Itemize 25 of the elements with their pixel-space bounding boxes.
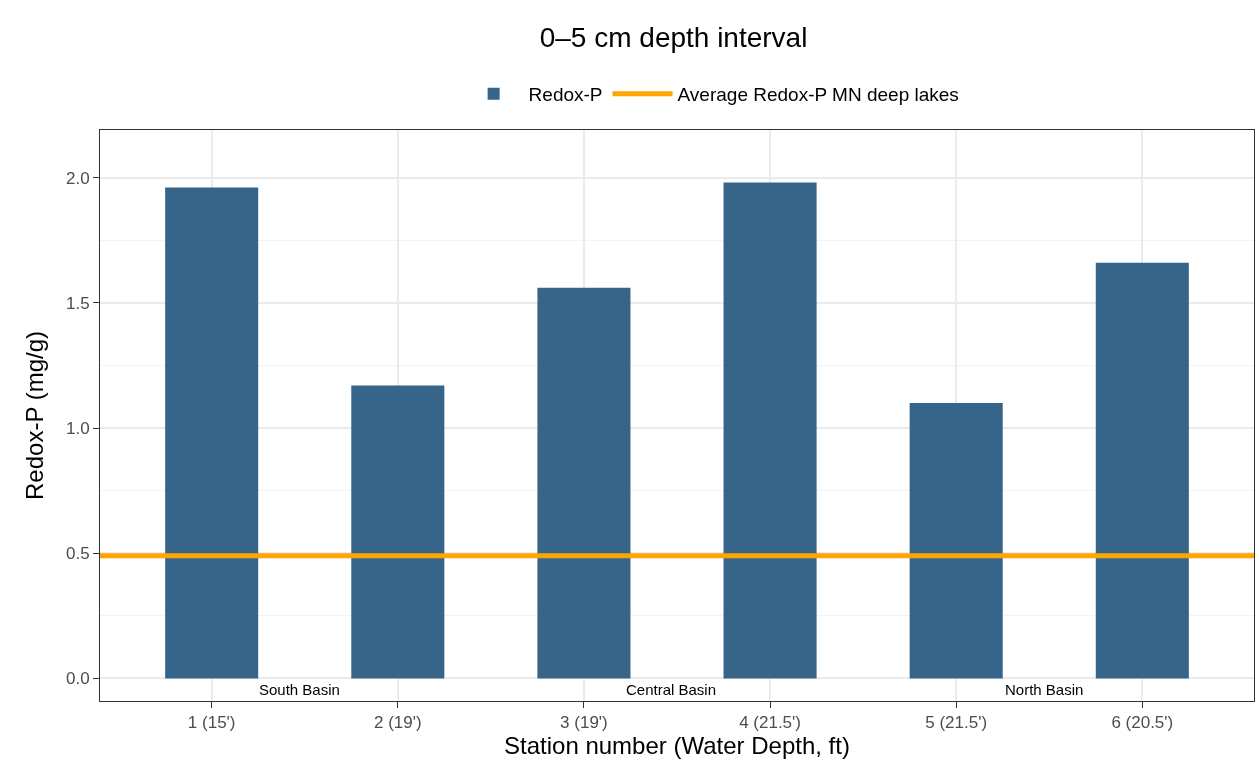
- x-tick-label: 4 (21.5'): [739, 713, 801, 733]
- legend-label: Average Redox-P MN deep lakes: [677, 84, 959, 106]
- bar: [909, 402, 1003, 679]
- x-tick-label: 1 (15'): [187, 713, 236, 733]
- chart-title: 0–5 cm depth interval: [539, 21, 808, 53]
- annotation: North Basin: [1005, 681, 1084, 698]
- x-tick-label: 2 (19'): [373, 713, 422, 733]
- x-axis-title: Station number (Water Depth, ft): [504, 732, 850, 760]
- bar: [537, 287, 631, 679]
- annotation: Central Basin: [626, 681, 717, 698]
- y-tick-label: 0.5: [65, 544, 90, 564]
- y-tick-label: 1.5: [65, 293, 90, 313]
- x-tick-label: 6 (20.5'): [1111, 713, 1174, 733]
- bar: [165, 187, 259, 679]
- y-tick-label: 0.0: [65, 669, 90, 689]
- annotation: South Basin: [259, 681, 340, 698]
- y-axis-title: Redox-P (mg/g): [21, 331, 49, 500]
- y-tick-label: 1.0: [65, 418, 90, 438]
- bar: [1095, 262, 1189, 679]
- x-tick-label: 5 (21.5'): [925, 713, 988, 733]
- y-tick-label: 2.0: [65, 168, 90, 188]
- x-tick-label: 3 (19'): [560, 713, 608, 733]
- bar: [351, 385, 445, 679]
- bar: [723, 182, 817, 679]
- legend-label: Redox-P: [528, 84, 603, 106]
